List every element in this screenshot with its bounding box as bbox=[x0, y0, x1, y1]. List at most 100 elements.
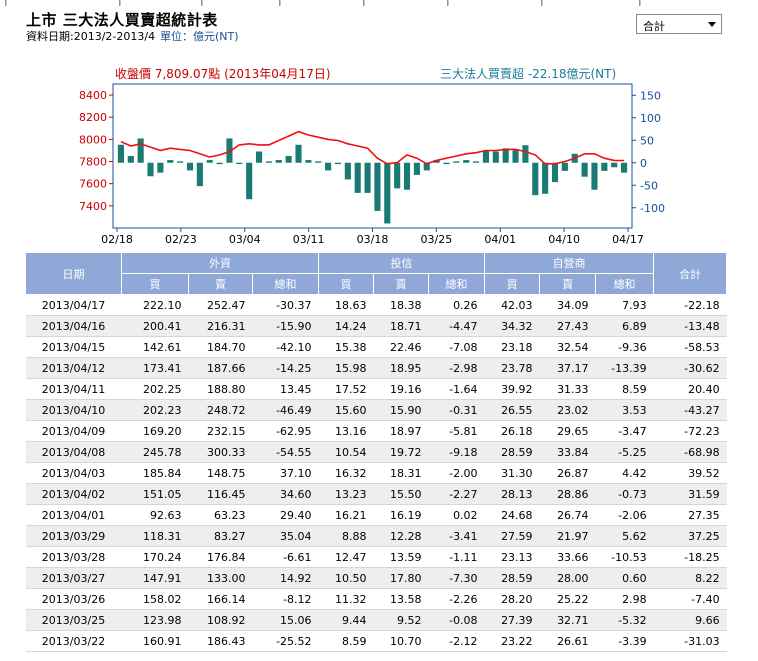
row-value: 34.09 bbox=[539, 294, 596, 316]
row-value: 232.15 bbox=[188, 420, 253, 442]
top-nav-link[interactable]: | bbox=[200, 0, 204, 6]
row-value: 83.27 bbox=[188, 525, 253, 547]
row-value: -42.10 bbox=[252, 336, 319, 358]
row-value: -31.03 bbox=[653, 630, 727, 652]
row-value: 16.21 bbox=[318, 504, 374, 526]
net-buy-bar bbox=[482, 150, 490, 163]
row-value: 39.52 bbox=[653, 462, 727, 484]
col-buy: 買 bbox=[318, 273, 375, 295]
row-value: 9.44 bbox=[318, 609, 374, 631]
net-buy-bar bbox=[532, 162, 539, 196]
row-value: -2.27 bbox=[428, 483, 485, 505]
top-nav-strip[interactable]: | | | | | | | | bbox=[0, 0, 758, 6]
table-row: 2013/04/02 151.05 116.45 34.60 13.23 15.50 -2.… bbox=[25, 483, 727, 505]
row-value: 32.54 bbox=[539, 336, 596, 358]
row-value: 35.04 bbox=[252, 525, 319, 547]
table-row: 2013/04/17 222.10 252.47 -30.37 18.63 18.38 0.… bbox=[25, 294, 727, 316]
row-value: 63.23 bbox=[188, 504, 253, 526]
row-value: -6.61 bbox=[252, 546, 319, 568]
row-date: 2013/03/29 bbox=[25, 525, 122, 547]
row-value: -0.31 bbox=[428, 399, 485, 421]
net-buy-bar bbox=[275, 160, 282, 163]
row-value: -13.48 bbox=[653, 315, 727, 337]
row-date: 2013/04/11 bbox=[25, 378, 122, 400]
row-value: 92.63 bbox=[121, 504, 189, 526]
net-buy-bar bbox=[561, 162, 568, 171]
net-buy-bar bbox=[236, 162, 243, 165]
top-nav-link[interactable]: | bbox=[638, 0, 642, 6]
row-value: 10.70 bbox=[373, 630, 429, 652]
table-row: 2013/03/26 158.02 166.14 -8.12 11.32 13.58 -2.… bbox=[25, 588, 727, 610]
col-buy: 買 bbox=[121, 273, 189, 295]
net-buy-bar bbox=[403, 162, 411, 190]
x-tick-label: 04/01 bbox=[484, 233, 516, 246]
row-value: 42.03 bbox=[484, 294, 540, 316]
net-buy-bar bbox=[334, 162, 342, 165]
row-value: 245.78 bbox=[121, 441, 189, 463]
col-date: 日期 bbox=[25, 252, 122, 295]
col-net: 總和 bbox=[428, 273, 486, 295]
net-buy-bar bbox=[423, 162, 430, 171]
row-value: 31.30 bbox=[484, 462, 540, 484]
row-value: -15.90 bbox=[252, 315, 319, 337]
row-value: 13.58 bbox=[373, 588, 429, 610]
row-value: -30.37 bbox=[252, 294, 319, 316]
net-buy-bar bbox=[453, 161, 460, 163]
row-value: 18.63 bbox=[318, 294, 374, 316]
top-nav-link[interactable]: | bbox=[278, 0, 282, 6]
right-tick-label: 0 bbox=[640, 157, 647, 170]
top-nav-link[interactable]: | bbox=[4, 0, 8, 6]
net-buy-bar bbox=[344, 162, 351, 180]
row-value: 9.52 bbox=[373, 609, 429, 631]
x-tick-label: 02/18 bbox=[101, 233, 133, 246]
row-value: -5.25 bbox=[595, 441, 654, 463]
right-tick-label: 100 bbox=[640, 112, 661, 125]
top-nav-link[interactable]: | bbox=[540, 0, 544, 6]
row-date: 2013/04/10 bbox=[25, 399, 122, 421]
net-buy-bar bbox=[246, 162, 253, 200]
row-date: 2013/03/27 bbox=[25, 567, 122, 589]
table-row: 2013/04/09 169.20 232.15 -62.95 13.16 18.97 -5… bbox=[25, 420, 727, 442]
left-tick-label: 8000 bbox=[79, 133, 107, 146]
top-nav-link[interactable]: | bbox=[446, 0, 450, 6]
row-value: -62.95 bbox=[252, 420, 319, 442]
net-buy-bar bbox=[542, 162, 549, 194]
top-nav-link[interactable]: | bbox=[118, 0, 122, 6]
row-date: 2013/03/26 bbox=[25, 588, 122, 610]
row-value: 185.84 bbox=[121, 462, 189, 484]
left-tick-label: 7800 bbox=[79, 156, 107, 169]
row-value: -5.81 bbox=[428, 420, 485, 442]
row-value: 34.32 bbox=[484, 315, 540, 337]
net-buy-bar bbox=[206, 160, 213, 163]
chevron-down-icon[interactable] bbox=[708, 22, 716, 27]
net-buy-bar bbox=[601, 162, 608, 171]
row-value: 15.38 bbox=[318, 336, 374, 358]
col-sell: 賣 bbox=[188, 273, 253, 295]
row-value: 8.22 bbox=[653, 567, 727, 589]
row-value: 12.47 bbox=[318, 546, 374, 568]
top-nav-link[interactable]: | bbox=[362, 0, 366, 6]
net-buy-bar bbox=[463, 160, 470, 163]
row-value: -68.98 bbox=[653, 441, 727, 463]
row-value: 27.43 bbox=[539, 315, 596, 337]
row-value: 25.22 bbox=[539, 588, 596, 610]
row-value: 27.35 bbox=[653, 504, 727, 526]
row-value: 176.84 bbox=[188, 546, 253, 568]
row-value: 37.17 bbox=[539, 357, 596, 379]
row-value: 31.33 bbox=[539, 378, 596, 400]
investor-type-select[interactable]: 合計 bbox=[636, 14, 722, 34]
table-row: 2013/04/16 200.41 216.31 -15.90 14.24 18.71 -4… bbox=[25, 315, 727, 337]
row-date: 2013/04/16 bbox=[25, 315, 122, 337]
row-value: 142.61 bbox=[121, 336, 189, 358]
net-buy-bar bbox=[216, 162, 223, 165]
row-value: -3.41 bbox=[428, 525, 485, 547]
row-value: 147.91 bbox=[121, 567, 189, 589]
right-tick-label: -50 bbox=[640, 179, 658, 192]
row-value: 15.50 bbox=[373, 483, 429, 505]
row-value: 18.71 bbox=[373, 315, 429, 337]
row-value: -9.36 bbox=[595, 336, 654, 358]
col-sell: 賣 bbox=[539, 273, 597, 295]
net-buy-bar bbox=[591, 162, 598, 190]
date-range: 資料日期:2013/2-2013/4 bbox=[26, 30, 156, 43]
net-buy-bar bbox=[512, 150, 519, 163]
